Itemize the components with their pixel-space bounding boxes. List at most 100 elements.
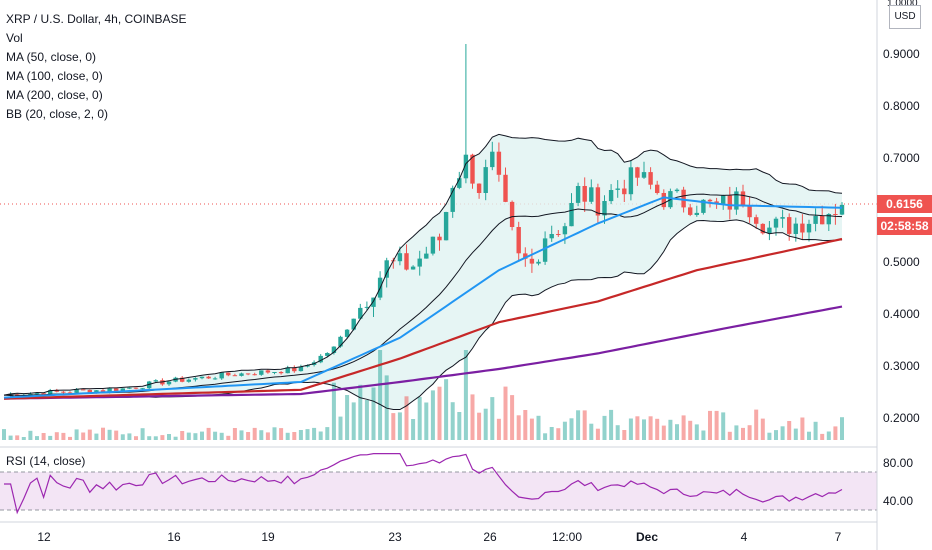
candle-body	[549, 234, 554, 239]
candle-body	[595, 187, 601, 216]
candle-body	[212, 378, 218, 380]
volume-bar	[81, 432, 86, 440]
candle-body	[34, 393, 40, 395]
time-tick: 4	[740, 530, 748, 544]
volume-bar	[338, 416, 343, 440]
candle-body	[410, 266, 416, 270]
symbol-title[interactable]: XRP / U.S. Dollar, 4h, COINBASE	[6, 12, 187, 26]
candle-body	[622, 188, 627, 195]
candle-body	[331, 346, 337, 353]
volume-bar	[536, 415, 541, 440]
candle-body	[457, 178, 462, 188]
volume-bar	[655, 418, 660, 440]
time-tick: Dec	[635, 530, 659, 544]
candle-body	[252, 374, 257, 376]
candle-body	[61, 391, 66, 393]
candle-body	[608, 190, 614, 202]
candle-body	[325, 353, 330, 356]
volume-bar	[714, 410, 719, 440]
candle-body	[529, 258, 535, 264]
volume-bar	[120, 434, 125, 440]
candle-body	[754, 217, 759, 224]
candle-body	[575, 186, 581, 203]
volume-bar	[305, 429, 310, 440]
volume-bar	[160, 435, 165, 440]
time-tick: 23	[388, 530, 402, 544]
candle-body	[259, 370, 264, 375]
volume-bar	[239, 430, 244, 440]
volume-bar	[576, 410, 581, 440]
legend-ma200[interactable]: MA (200, close, 0)	[6, 88, 103, 102]
volume-bar	[206, 427, 211, 440]
volume-bar	[397, 412, 402, 440]
candle-body	[272, 372, 277, 373]
candle-body	[800, 223, 805, 233]
volume-bar	[127, 433, 132, 440]
candle-body	[641, 172, 647, 178]
candle-body	[100, 390, 106, 392]
candle-body	[450, 187, 455, 212]
candle-body	[628, 167, 634, 195]
candle-body	[820, 215, 825, 225]
volume-bar	[325, 427, 330, 440]
volume-bar	[167, 434, 171, 440]
chart-legend: XRP / U.S. Dollar, 4h, COINBASE Vol MA (…	[6, 10, 187, 124]
candle-body	[41, 393, 46, 396]
volume-bar	[318, 431, 323, 440]
volume-bar	[463, 350, 468, 440]
volume-bar	[609, 409, 614, 440]
volume-bar	[391, 413, 396, 440]
indicator-lines	[3, 133, 843, 410]
candle-body	[404, 253, 409, 270]
legend-vol[interactable]: Vol	[6, 31, 23, 45]
candle-body	[483, 167, 488, 193]
legend-rsi[interactable]: RSI (14, close)	[6, 454, 86, 468]
volume-bar	[457, 412, 462, 440]
price-tick: 0.4000	[883, 307, 920, 321]
candle-body	[813, 215, 818, 224]
candle-body	[48, 390, 53, 396]
candle-body	[437, 236, 442, 241]
volume-bar	[483, 408, 488, 440]
volume-bar	[569, 418, 574, 440]
volume-bar	[734, 425, 739, 440]
candle-body	[688, 207, 693, 215]
volume-bar	[510, 395, 515, 440]
volume-bar	[516, 415, 521, 440]
candle-body	[133, 387, 139, 389]
volume-bar	[595, 428, 600, 440]
volume-bar	[2, 429, 6, 440]
candle-body	[542, 238, 548, 262]
candle-body	[476, 183, 482, 193]
volume-bar	[193, 433, 198, 440]
candle-body	[839, 204, 845, 215]
candle-body	[417, 258, 422, 267]
volume-bar	[648, 416, 653, 440]
time-tick: 19	[261, 530, 275, 544]
candle-body	[278, 372, 284, 374]
volume-bar	[331, 382, 336, 440]
candle-body	[509, 201, 515, 227]
volume-bar	[444, 379, 449, 440]
candle-body	[780, 217, 785, 219]
volume-bar	[265, 432, 270, 440]
candle-body	[661, 193, 666, 208]
currency-label[interactable]: USD	[889, 5, 921, 29]
legend-ma50[interactable]: MA (50, close, 0)	[6, 50, 97, 64]
candle-body	[358, 307, 363, 319]
candle-body	[463, 154, 469, 179]
candle-body	[351, 318, 356, 330]
volume-bar	[101, 427, 105, 440]
price-tick: 0.8000	[883, 99, 920, 113]
candle-body	[397, 253, 403, 262]
bb-basis-line	[3, 193, 843, 396]
volume-bar	[252, 427, 257, 440]
candle-body	[226, 372, 231, 376]
legend-bb[interactable]: BB (20, close, 2, 0)	[6, 107, 109, 121]
bb-upper-line	[3, 133, 843, 396]
volume-bar	[246, 432, 251, 440]
legend-ma100[interactable]: MA (100, close, 0)	[6, 69, 103, 83]
candle-body	[496, 151, 502, 175]
